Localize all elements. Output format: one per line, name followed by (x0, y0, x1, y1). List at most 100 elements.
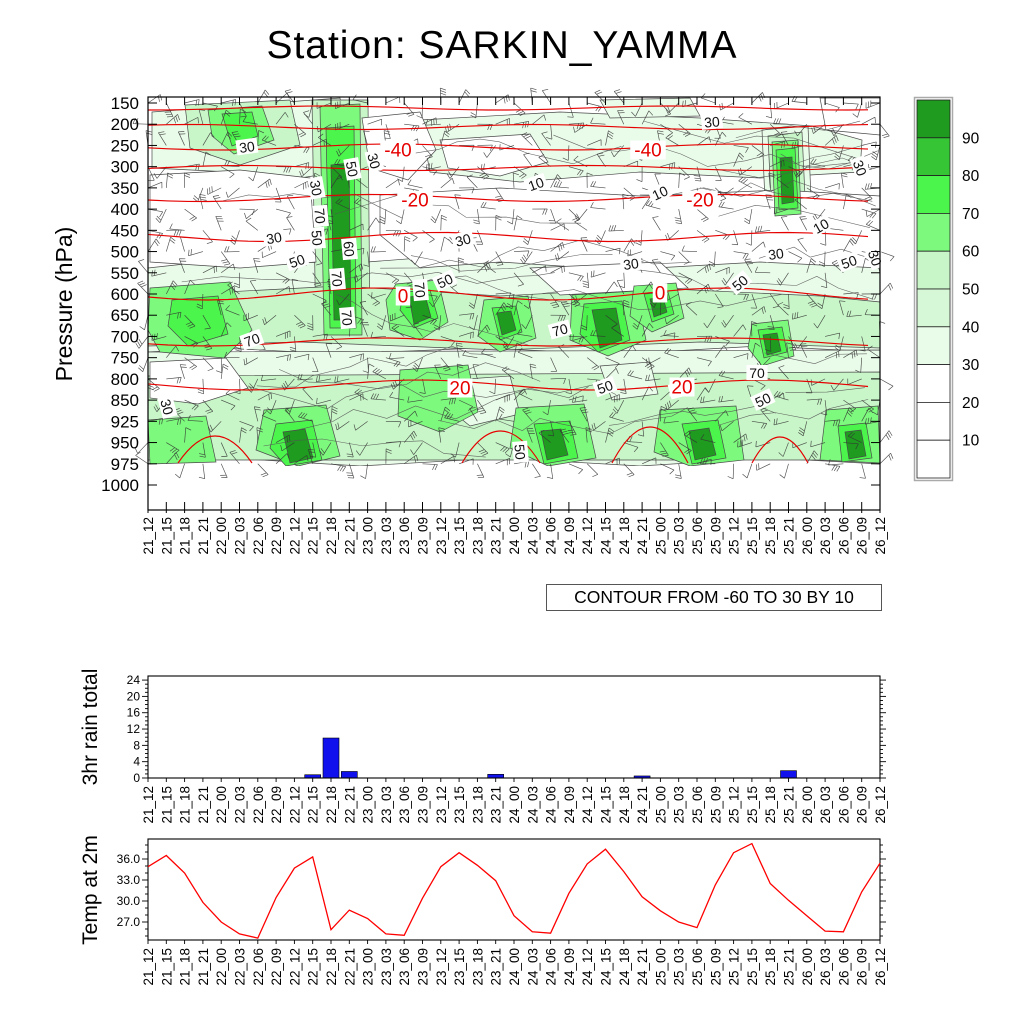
time-tick-label: 24_09 (562, 948, 577, 986)
time-tick-label: 22_06 (251, 517, 266, 555)
time-tick-label: 26_09 (855, 786, 870, 824)
time-tick-label: 25_06 (690, 517, 705, 555)
time-tick-label: 25_03 (672, 948, 687, 986)
rain-bar (340, 771, 358, 779)
time-tick-label: 21_15 (159, 948, 174, 986)
time-tick-label: 21_18 (178, 786, 193, 824)
time-tick-label: 25_21 (782, 948, 797, 986)
contour-label: 50 (284, 249, 310, 272)
time-tick-label: 26_12 (873, 517, 888, 555)
humidity-region (149, 357, 249, 405)
pressure-tick-label: 250 (111, 136, 139, 155)
pressure-tick-label: 400 (111, 200, 139, 219)
time-tick-label: 23_21 (489, 786, 504, 824)
colorbar-cell (916, 439, 951, 479)
colorbar-cell (916, 326, 951, 365)
time-tick-label: 23_09 (416, 948, 431, 986)
svg-text:30: 30 (238, 138, 256, 156)
time-tick-label: 26_06 (836, 517, 851, 555)
time-tick-label: 22_09 (269, 517, 284, 555)
pressure-tick-label: 800 (111, 370, 139, 389)
time-tick-label: 21_12 (141, 948, 156, 986)
red-contour-label: 20 (671, 378, 692, 399)
red-contour-label: 0 (398, 287, 409, 308)
time-tick-label: 24_09 (562, 517, 577, 555)
colorbar-tick-label: 90 (962, 130, 980, 147)
time-tick-label: 23_00 (361, 517, 376, 555)
rain-tick-labels: 0 4 8 12 16 20 24 (127, 673, 141, 785)
time-tick-label: 21_21 (196, 948, 211, 986)
time-tick-label: 22_21 (342, 786, 357, 824)
time-tick-label: 22_06 (251, 948, 266, 986)
temp-tick-label: 30.0 (117, 894, 141, 908)
pressure-tick-label: 500 (111, 243, 139, 262)
time-tick-label: 25_09 (708, 948, 723, 986)
rain-bar (322, 737, 340, 779)
contour-label: 30 (764, 244, 788, 263)
svg-text:60: 60 (340, 241, 357, 258)
temp-tick-label: 36.0 (117, 852, 141, 866)
time-tick-label: 22_09 (269, 948, 284, 986)
svg-text:70: 70 (749, 365, 765, 381)
colorbar-cell (916, 250, 951, 290)
time-tick-label: 23_00 (361, 948, 376, 986)
humidity-region (688, 427, 717, 461)
contour-label: 70 (746, 365, 768, 381)
red-contour (147, 287, 869, 301)
red-contour (147, 164, 869, 172)
svg-text:50: 50 (287, 251, 307, 271)
time-tick-label: 22_15 (306, 786, 321, 824)
humidity-region (591, 307, 623, 349)
time-tick-label: 26_09 (855, 517, 870, 555)
time-tick-label: 25_09 (708, 786, 723, 824)
time-tick-label: 22_12 (287, 786, 302, 824)
pressure-tick-labels: 150 200 250 300 350 400 450 500 550 600 650 700 750 8… (101, 94, 139, 495)
time-tick-label: 21_12 (141, 517, 156, 555)
pressure-tick-label: 750 (111, 349, 139, 368)
colorbar-tick-label: 20 (962, 395, 980, 412)
time-tick-label: 26_12 (873, 786, 888, 824)
time-tick-label: 22_00 (214, 786, 229, 824)
time-tick-label: 25_15 (745, 786, 760, 824)
humidity-region (167, 295, 229, 347)
red-surface-contour (461, 430, 541, 464)
colorbar-cell (916, 137, 951, 177)
humidity-region (779, 156, 795, 205)
svg-text:50: 50 (343, 160, 361, 178)
red-contour-label: -40 (384, 141, 411, 162)
svg-text:10: 10 (526, 174, 546, 194)
svg-text:50: 50 (753, 389, 774, 410)
rain-bar (780, 770, 797, 779)
red-contour (147, 379, 869, 391)
temp-ticks (142, 844, 886, 944)
time-tick-label: 25_00 (653, 517, 668, 555)
time-tick-label: 22_18 (324, 786, 339, 824)
red-contour (147, 105, 869, 111)
red-surface-contour (751, 436, 809, 464)
colorbar-frame (913, 96, 954, 482)
colorbar-cell (916, 212, 951, 252)
time-tick-label: 23_09 (416, 786, 431, 824)
temp-panel: 27.030.033.036.021_12 21_15 21_18 21_21 22_0… (117, 838, 888, 986)
time-tick-label: 22_18 (324, 948, 339, 986)
svg-text:50: 50 (308, 230, 325, 247)
contour-label: 10 (807, 213, 834, 238)
contour-label: 50 (432, 269, 458, 292)
rain-tick-label: 12 (127, 722, 141, 736)
time-tick-label: 23_00 (361, 786, 376, 824)
svg-text:10: 10 (810, 215, 832, 237)
pressure-tick-label: 300 (111, 158, 139, 177)
time-tick-label: 22_00 (214, 948, 229, 986)
svg-text:50: 50 (595, 377, 615, 397)
contour-label: 70 (311, 204, 329, 228)
colorbar-tick-label: 80 (962, 168, 980, 185)
contour-label: 30 (849, 155, 872, 181)
time-tick-label: 24_12 (580, 786, 595, 824)
contour-label: 30 (262, 228, 286, 247)
time-tick-label: 24_12 (580, 517, 595, 555)
time-tick-label: 22_00 (214, 517, 229, 555)
time-tick-label: 26_06 (836, 786, 851, 824)
